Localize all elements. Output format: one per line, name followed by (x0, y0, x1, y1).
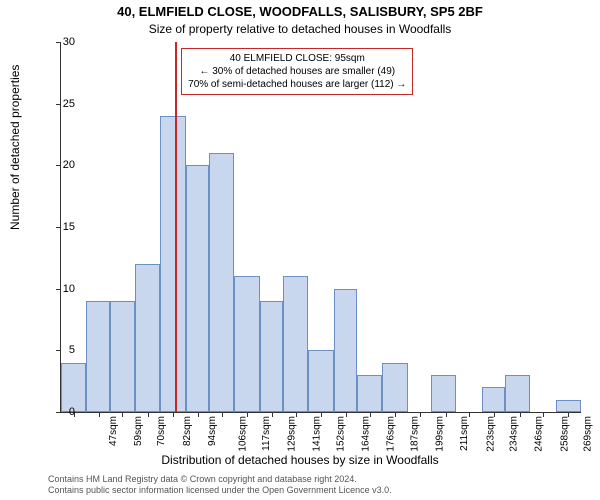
histogram-bar (283, 276, 308, 412)
y-axis-label: Number of detached properties (8, 65, 22, 230)
y-tick-mark (56, 165, 61, 166)
x-tick-label: 152sqm (335, 416, 346, 452)
histogram-bar (308, 350, 333, 412)
x-tick-label: 82sqm (182, 416, 193, 446)
x-tick-mark (494, 412, 495, 417)
x-tick-mark (198, 412, 199, 417)
annotation-line: 70% of semi-detached houses are larger (… (188, 78, 406, 91)
x-tick-mark (568, 412, 569, 417)
y-tick-label: 0 (69, 406, 75, 418)
x-tick-mark (446, 412, 447, 417)
histogram-bar (61, 363, 86, 412)
x-tick-mark (370, 412, 371, 417)
histogram-bar (357, 375, 382, 412)
x-axis-label: Distribution of detached houses by size … (0, 453, 600, 467)
histogram-bar (110, 301, 135, 412)
y-tick-label: 10 (63, 283, 75, 295)
histogram-bar (505, 375, 530, 412)
x-tick-label: 70sqm (156, 416, 167, 446)
x-tick-label: 164sqm (361, 416, 372, 452)
annotation-line: ← 30% of detached houses are smaller (49… (188, 65, 406, 78)
x-tick-label: 176sqm (386, 416, 397, 452)
x-tick-mark (247, 412, 248, 417)
plot-area: 40 ELMFIELD CLOSE: 95sqm← 30% of detache… (60, 42, 581, 413)
x-tick-mark (296, 412, 297, 417)
y-tick-mark (56, 350, 61, 351)
x-tick-label: 94sqm (207, 416, 218, 446)
y-tick-label: 30 (63, 36, 75, 48)
footer-line-1: Contains HM Land Registry data © Crown c… (48, 474, 392, 485)
chart-container: 40, ELMFIELD CLOSE, WOODFALLS, SALISBURY… (0, 0, 600, 500)
x-tick-label: 47sqm (108, 416, 119, 446)
x-tick-label: 141sqm (312, 416, 323, 452)
y-tick-mark (56, 289, 61, 290)
x-tick-mark (469, 412, 470, 417)
annotation-line: 40 ELMFIELD CLOSE: 95sqm (188, 52, 406, 65)
x-tick-label: 234sqm (509, 416, 520, 452)
y-tick-mark (56, 412, 61, 413)
y-tick-mark (56, 104, 61, 105)
x-tick-label: 59sqm (133, 416, 144, 446)
y-tick-label: 15 (63, 221, 75, 233)
x-tick-label: 129sqm (287, 416, 298, 452)
x-tick-mark (543, 412, 544, 417)
y-tick-mark (56, 227, 61, 228)
y-tick-label: 5 (69, 344, 75, 356)
x-tick-mark (395, 412, 396, 417)
x-tick-mark (173, 412, 174, 417)
footer-attribution: Contains HM Land Registry data © Crown c… (48, 474, 392, 496)
x-tick-label: 106sqm (238, 416, 249, 452)
histogram-bar (135, 264, 160, 412)
y-tick-label: 25 (63, 98, 75, 110)
histogram-bar (186, 165, 209, 412)
x-tick-mark (148, 412, 149, 417)
x-tick-mark (272, 412, 273, 417)
histogram-bar (209, 153, 234, 412)
annotation-box: 40 ELMFIELD CLOSE: 95sqm← 30% of detache… (181, 48, 413, 95)
histogram-bar (234, 276, 259, 412)
x-tick-label: 117sqm (260, 416, 271, 451)
histogram-bar (86, 301, 109, 412)
histogram-bar (556, 400, 581, 412)
reference-vline (175, 42, 177, 412)
x-tick-label: 246sqm (534, 416, 545, 452)
x-tick-mark (321, 412, 322, 417)
x-tick-label: 269sqm (583, 416, 594, 452)
footer-line-2: Contains public sector information licen… (48, 485, 392, 496)
x-tick-label: 258sqm (559, 416, 570, 452)
histogram-bar (334, 289, 357, 412)
histogram-bar (160, 116, 185, 412)
histogram-bar (431, 375, 456, 412)
chart-title-sub: Size of property relative to detached ho… (0, 22, 600, 36)
histogram-bar (482, 387, 505, 412)
x-tick-label: 199sqm (435, 416, 446, 452)
x-tick-mark (420, 412, 421, 417)
histogram-bar (382, 363, 407, 412)
y-tick-mark (56, 42, 61, 43)
x-tick-mark (222, 412, 223, 417)
x-tick-mark (520, 412, 521, 417)
histogram-bar (260, 301, 283, 412)
x-tick-label: 211sqm (459, 416, 470, 451)
x-tick-mark (122, 412, 123, 417)
y-tick-label: 20 (63, 159, 75, 171)
x-tick-mark (99, 412, 100, 417)
chart-title-main: 40, ELMFIELD CLOSE, WOODFALLS, SALISBURY… (0, 4, 600, 19)
x-tick-mark (346, 412, 347, 417)
x-tick-label: 187sqm (409, 416, 420, 452)
x-tick-label: 223sqm (485, 416, 496, 452)
